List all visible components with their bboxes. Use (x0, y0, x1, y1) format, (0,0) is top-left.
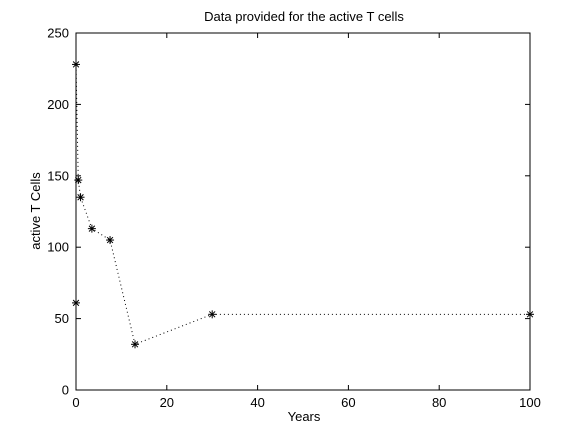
y-tick-label: 50 (55, 311, 69, 326)
x-tick-label: 80 (432, 395, 446, 410)
y-axis: 0 50 100 150 200 250 (47, 26, 530, 398)
x-tick-label: 100 (519, 395, 541, 410)
data-point (131, 340, 140, 349)
x-axis-label: Years (288, 409, 321, 424)
data-point (106, 236, 115, 245)
data-point (72, 298, 80, 307)
y-tick-label: 200 (47, 97, 69, 112)
data-point (87, 224, 96, 233)
y-tick-label: 250 (47, 26, 69, 41)
x-tick-label: 20 (160, 395, 174, 410)
data-point (208, 310, 217, 319)
x-tick-label: 0 (72, 395, 79, 410)
series-layer (72, 60, 534, 349)
y-tick-label: 100 (47, 240, 69, 255)
y-axis-label: active T Cells (28, 172, 43, 250)
x-tick-label: 60 (341, 395, 355, 410)
plot-area (75, 32, 531, 391)
data-point (526, 310, 534, 319)
data-point (76, 193, 85, 202)
x-axis: 0 20 40 60 80 100 (72, 33, 541, 410)
data-point (72, 60, 80, 69)
data-point (74, 176, 83, 185)
y-tick-label: 150 (47, 168, 69, 183)
series-line (75, 64, 530, 345)
chart-title: Data provided for the active T cells (204, 9, 404, 24)
plot-frame (75, 32, 531, 391)
y-tick-label: 0 (62, 383, 69, 398)
x-tick-label: 40 (250, 395, 264, 410)
